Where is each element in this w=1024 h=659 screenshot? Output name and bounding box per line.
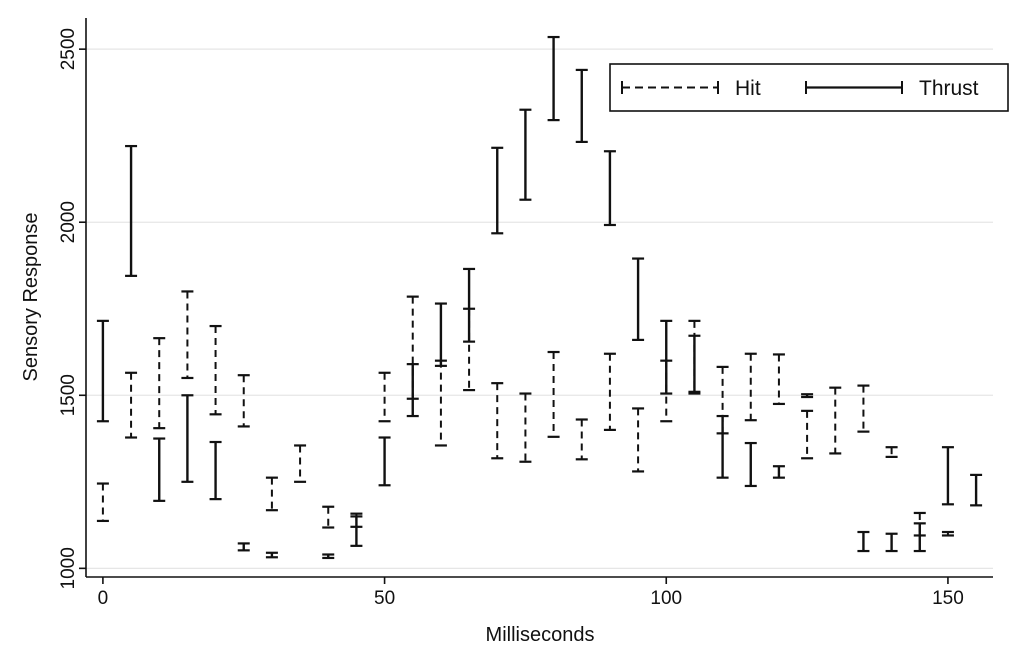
errorbar-thrust-65 xyxy=(463,267,476,343)
errorbar-thrust-125 xyxy=(801,393,814,399)
errorbar-hit-10 xyxy=(153,337,166,430)
errorbar-hit-5 xyxy=(125,371,138,439)
errorbar-hit-40 xyxy=(322,505,335,529)
errorbar-hit-130 xyxy=(829,386,842,455)
y-tick-label-2000: 2000 xyxy=(58,201,79,243)
legend-item-thrust: Thrust xyxy=(805,77,979,100)
errorbar-hit-35 xyxy=(294,444,307,483)
errorbar-thrust-120 xyxy=(772,465,785,479)
errorbar-hit-75 xyxy=(519,392,532,463)
legend-label-hit: Hit xyxy=(735,77,761,100)
errorbar-hit-80 xyxy=(547,350,560,438)
errorbar-thrust-105 xyxy=(688,334,701,393)
y-axis: 1000 1500 2000 2500 xyxy=(58,18,87,589)
x-tick-label-50: 50 xyxy=(374,588,395,609)
errorbar-hit-135 xyxy=(857,384,870,433)
errorbar-thrust-85 xyxy=(575,68,588,144)
errorbar-thrust-30 xyxy=(265,551,278,559)
errorbar-hit-50 xyxy=(378,371,391,423)
errorbar-thrust-50 xyxy=(378,436,391,487)
errorbar-thrust-110 xyxy=(716,414,729,479)
errorbar-hit-90 xyxy=(603,352,616,431)
errorbar-hit-125 xyxy=(801,409,814,460)
errorbar-hit-15 xyxy=(181,290,194,380)
errorbar-hit-25 xyxy=(237,374,250,428)
series-thrust xyxy=(96,35,983,560)
errorbar-thrust-10 xyxy=(153,437,166,502)
errorbar-thrust-45 xyxy=(350,515,363,547)
errorbar-thrust-75 xyxy=(519,108,532,201)
x-axis: 0 50 100 150 xyxy=(86,576,993,609)
errorbar-thrust-115 xyxy=(744,441,757,488)
errorbar-hit-140 xyxy=(885,446,898,458)
errorbar-thrust-0 xyxy=(96,319,109,423)
errorbar-thrust-155 xyxy=(970,473,983,507)
errorbar-thrust-5 xyxy=(125,144,138,277)
errorbar-thrust-15 xyxy=(181,394,194,483)
errorbar-hit-150 xyxy=(941,530,954,537)
errorbar-hit-85 xyxy=(575,418,588,461)
errorbar-hit-95 xyxy=(632,407,645,473)
errorbar-thrust-90 xyxy=(603,150,616,227)
x-tick-label-150: 150 xyxy=(932,588,964,609)
errorbar-thrust-150 xyxy=(941,446,954,506)
errorbar-thrust-95 xyxy=(632,257,645,342)
legend-item-hit: Hit xyxy=(621,77,761,100)
errorbar-hit-30 xyxy=(265,476,278,512)
plot-area xyxy=(96,35,983,560)
errorbar-thrust-60 xyxy=(434,302,447,367)
errorbar-thrust-135 xyxy=(857,530,870,553)
gridlines xyxy=(86,48,993,569)
x-tick-label-0: 0 xyxy=(98,588,109,609)
errorbar-hit-120 xyxy=(772,353,785,406)
errorbar-hit-70 xyxy=(491,382,504,460)
errorbar-hit-20 xyxy=(209,324,222,416)
errorbar-thrust-145 xyxy=(913,522,926,553)
y-tick-label-1000: 1000 xyxy=(58,547,79,589)
x-axis-title: Milliseconds xyxy=(486,624,595,646)
y-axis-title: Sensory Response xyxy=(20,213,42,382)
errorbar-thrust-80 xyxy=(547,35,560,122)
legend-label-thrust: Thrust xyxy=(919,77,979,100)
y-tick-label-1500: 1500 xyxy=(58,374,79,416)
errorbar-thrust-20 xyxy=(209,440,222,501)
y-tick-label-2500: 2500 xyxy=(58,28,79,70)
errorbar-thrust-25 xyxy=(237,542,250,552)
errorbar-thrust-55 xyxy=(406,363,419,418)
errorbar-hit-0 xyxy=(96,482,109,523)
errorbar-thrust-140 xyxy=(885,532,898,553)
errorbar-hit-115 xyxy=(744,352,757,422)
errorbar-thrust-70 xyxy=(491,146,504,235)
errorbar-thrust-100 xyxy=(660,319,673,395)
x-tick-label-100: 100 xyxy=(650,588,682,609)
errorbar-thrust-40 xyxy=(322,553,335,560)
legend: Hit Thrust xyxy=(609,63,1009,112)
